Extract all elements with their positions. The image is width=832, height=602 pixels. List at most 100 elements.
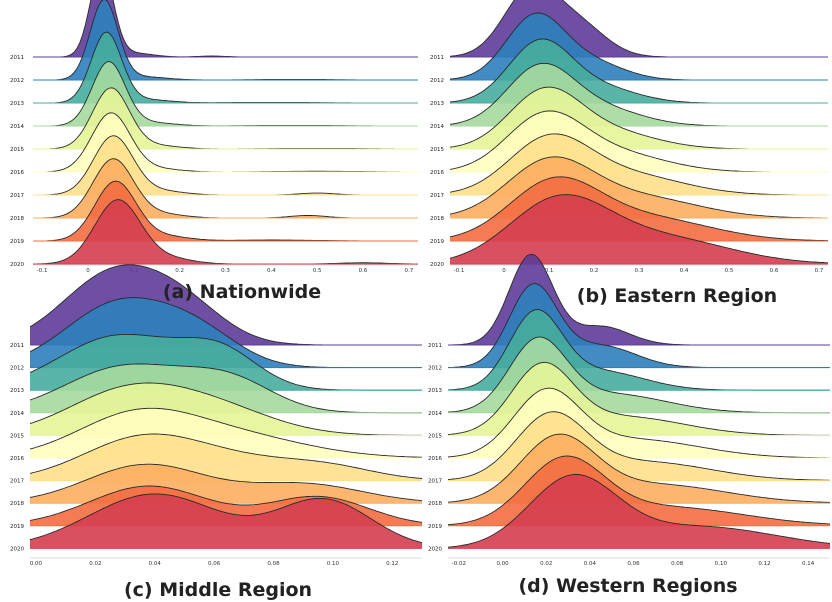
- x-tick-label: 0.10: [715, 561, 728, 567]
- ridge-area-2013: [33, 32, 418, 103]
- x-tick-label: 0.4: [680, 268, 689, 274]
- x-tick-label: 0.5: [725, 268, 734, 274]
- year-label-2017: 2017: [10, 479, 24, 485]
- x-tick-label: 0.02: [89, 561, 101, 567]
- x-tick-label: 0.4: [267, 268, 276, 274]
- x-tick-label: 0.04: [149, 561, 162, 567]
- panel-nationwide: 2011 2012 2013 2014 2015 2016 2017 2018 2019 2020…: [10, 0, 418, 274]
- x-tick-label: 0.5: [313, 268, 322, 274]
- year-label-2014: 2014: [428, 411, 442, 417]
- year-label-2016: 2016: [430, 170, 444, 176]
- year-label-2011: 2011: [428, 343, 442, 349]
- year-label-2017: 2017: [10, 193, 24, 199]
- panel-title-nationwide: (a) Nationwide: [163, 281, 321, 303]
- year-label-2018: 2018: [10, 216, 24, 222]
- year-label-2020: 2020: [10, 546, 24, 552]
- x-tick-label: 0.06: [627, 561, 640, 567]
- x-tick-label: 0.6: [770, 268, 779, 274]
- x-tick-label: 0.7: [404, 268, 413, 274]
- panel-title-western-regions: (d) Western Regions: [518, 575, 737, 597]
- year-label-2015: 2015: [428, 433, 442, 439]
- ridge-area-2020: [30, 493, 422, 549]
- ridge-outline-2017: [449, 133, 828, 196]
- panel-title-middle-region: (c) Middle Region: [124, 579, 312, 601]
- year-label-2015: 2015: [10, 147, 24, 153]
- year-label-2012: 2012: [10, 78, 24, 84]
- year-label-2015: 2015: [430, 147, 444, 153]
- year-label-2012: 2012: [428, 366, 442, 372]
- year-label-2013: 2013: [428, 388, 442, 394]
- year-label-2012: 2012: [10, 366, 24, 372]
- year-label-2018: 2018: [10, 501, 24, 507]
- x-tick-label: 0.12: [386, 561, 398, 567]
- panel-eastern-region: 2011 2012 2013 2014 2015 2016 2017 2018 2019 2020…: [430, 0, 829, 274]
- ridge-outline-2017: [29, 433, 423, 479]
- ridge-outline-2016: [29, 407, 422, 458]
- year-label-2017: 2017: [430, 193, 444, 199]
- ridge-outline-2018: [449, 156, 828, 219]
- x-tick-label: 0.08: [267, 561, 280, 567]
- ridge-outline-2019: [449, 176, 828, 242]
- x-tick-label: 0.12: [758, 561, 770, 567]
- x-tick-label: 0.06: [208, 561, 221, 567]
- x-tick-label: -0.1: [454, 268, 465, 274]
- ridge-outline-2020: [449, 194, 829, 264]
- x-tick-label: 0.00: [30, 561, 43, 567]
- year-label-2020: 2020: [428, 546, 442, 552]
- ridge-outline-2019: [447, 455, 831, 526]
- year-label-2014: 2014: [10, 124, 24, 130]
- year-label-2011: 2011: [430, 55, 444, 61]
- x-tick-label: 0.3: [635, 268, 644, 274]
- x-tick-label: 0.10: [327, 561, 340, 567]
- x-tick-label: 0.2: [590, 268, 599, 274]
- year-label-2011: 2011: [10, 343, 24, 349]
- year-label-2012: 2012: [430, 78, 444, 84]
- ridge-area-2020: [33, 199, 418, 264]
- year-label-2014: 2014: [10, 411, 24, 417]
- year-label-2019: 2019: [428, 524, 442, 530]
- year-label-2020: 2020: [10, 262, 24, 268]
- x-tick-label: 0: [502, 268, 506, 274]
- x-tick-label: 0.2: [175, 268, 184, 274]
- year-label-2020: 2020: [430, 262, 444, 268]
- year-label-2019: 2019: [10, 239, 24, 245]
- ridge-area-2020: [450, 194, 828, 264]
- year-label-2016: 2016: [10, 170, 24, 176]
- ridge-outline-2019: [29, 485, 423, 523]
- x-tick-label: 0.04: [584, 561, 597, 567]
- x-tick-label: 0.7: [815, 268, 824, 274]
- ridge-outline-2020: [447, 474, 831, 548]
- year-label-2014: 2014: [430, 124, 444, 130]
- x-tick-label: -0.02: [452, 561, 466, 567]
- panel-middle-region: 2011 2012 2013 2014 2015 2016 2017 2018 2019 2020…: [10, 264, 423, 567]
- x-tick-label: 0.02: [540, 561, 552, 567]
- x-tick-label: 0.3: [221, 268, 230, 274]
- ridge-outline-2018: [29, 463, 423, 502]
- panel-western-regions: 2011 2012 2013 2014 2015 2016 2017 2018 2019 2020…: [428, 253, 831, 567]
- year-label-2019: 2019: [430, 239, 444, 245]
- ridge-outline-2014: [29, 363, 422, 414]
- x-tick-label: 0.08: [671, 561, 684, 567]
- year-label-2011: 2011: [10, 55, 24, 61]
- year-label-2018: 2018: [430, 216, 444, 222]
- x-tick-label: 0.6: [359, 268, 368, 274]
- x-tick-label: 0.00: [496, 561, 509, 567]
- year-label-2016: 2016: [428, 456, 442, 462]
- year-label-2017: 2017: [428, 479, 442, 485]
- year-label-2016: 2016: [10, 456, 24, 462]
- year-label-2013: 2013: [10, 388, 24, 394]
- x-tick-label: -0.1: [37, 268, 48, 274]
- ridge-outline-2020: [29, 493, 423, 544]
- year-label-2013: 2013: [10, 101, 24, 107]
- year-label-2015: 2015: [10, 433, 24, 439]
- ridge-outline-2018: [447, 433, 831, 503]
- x-tick-label: 0.14: [802, 561, 815, 567]
- year-label-2019: 2019: [10, 524, 24, 530]
- x-tick-label: 0: [86, 268, 90, 274]
- ridge-outline-2015: [447, 361, 830, 436]
- ridge-outline-2016: [447, 387, 830, 459]
- year-label-2018: 2018: [428, 501, 442, 507]
- ridge-outline-2017: [447, 411, 831, 481]
- x-tick-label: 0.1: [545, 268, 554, 274]
